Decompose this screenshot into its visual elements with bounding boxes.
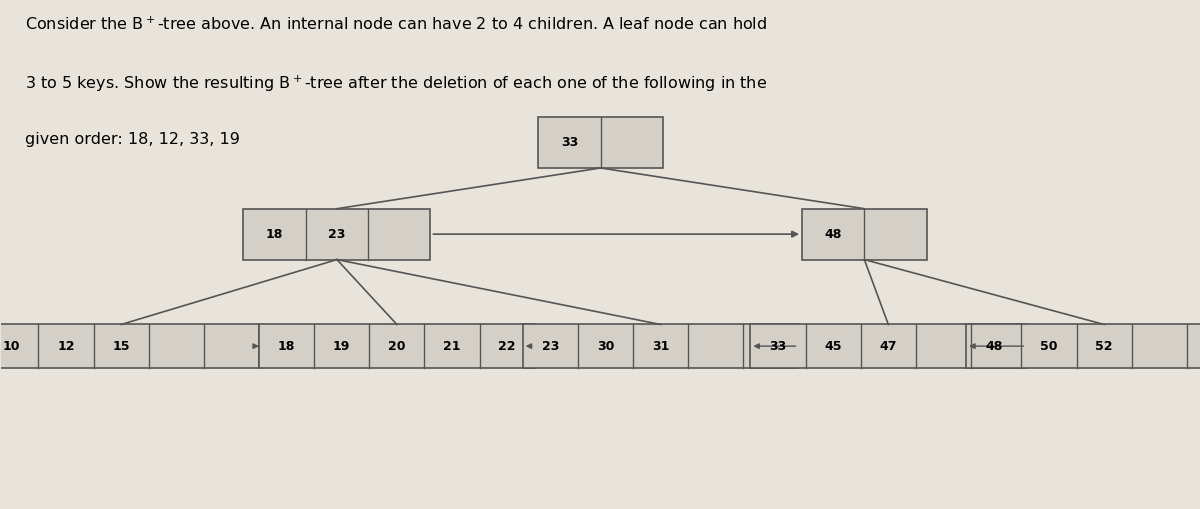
Text: 30: 30: [596, 340, 614, 353]
Text: 31: 31: [652, 340, 670, 353]
FancyBboxPatch shape: [539, 117, 662, 168]
Text: 3 to 5 keys. Show the resulting B$^+$-tree after the deletion of each one of the: 3 to 5 keys. Show the resulting B$^+$-tr…: [25, 74, 768, 94]
FancyBboxPatch shape: [750, 325, 1026, 367]
Text: 47: 47: [880, 340, 898, 353]
Text: 23: 23: [541, 340, 559, 353]
Text: 12: 12: [58, 340, 74, 353]
FancyBboxPatch shape: [259, 325, 535, 367]
Text: 20: 20: [388, 340, 406, 353]
Text: 18: 18: [266, 228, 283, 241]
Text: 19: 19: [334, 340, 350, 353]
Text: 50: 50: [1040, 340, 1057, 353]
Text: 52: 52: [1096, 340, 1112, 353]
Text: 15: 15: [113, 340, 130, 353]
Text: Consider the B$^+$-tree above. An internal node can have 2 to 4 children. A leaf: Consider the B$^+$-tree above. An intern…: [25, 15, 768, 33]
Text: 18: 18: [278, 340, 295, 353]
FancyBboxPatch shape: [523, 325, 798, 367]
FancyBboxPatch shape: [802, 209, 926, 260]
Text: 21: 21: [443, 340, 461, 353]
Text: 22: 22: [498, 340, 516, 353]
Text: 33: 33: [769, 340, 787, 353]
FancyBboxPatch shape: [966, 325, 1200, 367]
FancyBboxPatch shape: [244, 209, 431, 260]
Text: 45: 45: [824, 340, 842, 353]
Text: 10: 10: [2, 340, 19, 353]
Text: given order: 18, 12, 33, 19: given order: 18, 12, 33, 19: [25, 132, 240, 147]
Text: 48: 48: [824, 228, 842, 241]
Text: 23: 23: [329, 228, 346, 241]
Text: 48: 48: [985, 340, 1002, 353]
FancyBboxPatch shape: [0, 325, 259, 367]
Text: 33: 33: [560, 136, 578, 149]
